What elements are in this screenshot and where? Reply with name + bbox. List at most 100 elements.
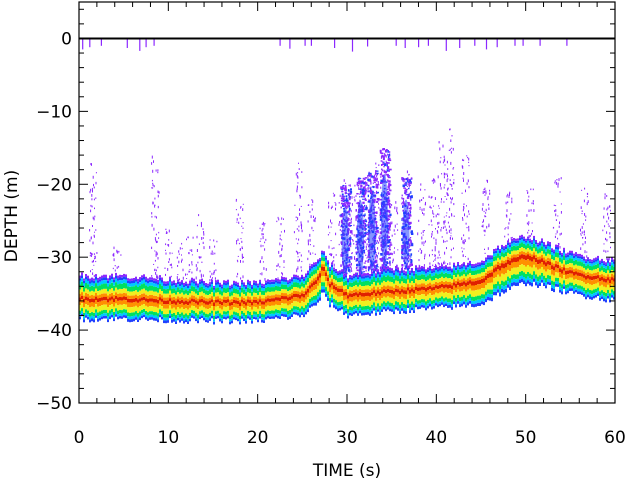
scatter-point [343,179,345,182]
band-cell [455,270,457,273]
band-cell [249,311,251,315]
band-cell [467,295,469,300]
band-cell [405,311,407,314]
band-cell [107,307,109,313]
band-cell [239,321,241,325]
plume-point [375,230,378,233]
band-cell [469,260,471,264]
band-cell [101,293,103,298]
band-cell [177,292,179,297]
band-cell [99,301,101,307]
band-cell [243,318,245,321]
band-cell [257,298,259,302]
scatter-point [528,235,530,238]
scatter-point [151,246,153,249]
band-cell [481,265,483,268]
band-cell [261,285,263,288]
scatter-point [378,164,380,166]
band-cell [335,276,337,281]
band-cell [159,284,161,290]
band-cell [287,317,289,320]
scatter-point [392,259,394,262]
band-cell [293,311,295,315]
band-cell [125,300,127,305]
band-cell [419,287,421,291]
band-cell [407,299,409,303]
band-cell [323,289,325,293]
band-cell [225,280,227,284]
band-cell [117,278,119,281]
band-cell [457,289,459,295]
band-cell [331,270,333,276]
band-cell [363,273,365,277]
scatter-point [296,189,298,193]
band-cell [89,278,91,281]
band-cell [389,306,391,309]
band-cell [211,313,213,316]
band-strip [465,265,467,308]
band-cell [373,282,375,287]
band-cell [107,286,109,292]
band-cell [85,293,87,297]
plume-point [363,190,366,193]
band-cell [247,284,249,288]
band-cell [85,283,87,289]
band-cell [319,258,321,260]
band-cell [257,304,259,309]
band-strip [325,255,327,297]
band-cell [219,294,221,298]
band-strip [171,281,173,323]
band-cell [481,301,483,305]
plume-point [367,255,370,258]
band-cell [263,288,265,291]
scatter-point [309,263,311,266]
scatter-point [488,207,490,210]
band-cell [327,274,329,278]
band-cell [91,295,93,299]
band-cell [301,306,303,310]
band-cell [475,300,477,304]
plume-point [363,206,365,208]
scatter-point [435,263,437,266]
scatter-point [366,243,368,246]
band-cell [367,289,369,293]
band-cell [477,295,479,300]
band-cell [239,292,241,297]
band-cell [139,277,141,280]
plume-point [382,163,385,166]
band-cell [397,276,399,282]
band-cell [293,290,295,294]
band-cell [127,295,129,299]
plume-point [402,201,405,205]
band-cell [247,306,249,311]
band-cell [347,312,349,316]
scatter-point [91,163,92,166]
scatter-point [394,247,395,249]
band-cell [165,293,167,298]
band-cell [291,281,293,285]
band-cell [111,288,113,293]
band-cell [179,304,181,309]
scatter-point [295,172,297,176]
band-cell [443,282,445,285]
scatter-point [171,242,173,244]
band-cell [125,313,127,316]
scatter-point [153,160,154,163]
band-cell [299,277,301,280]
band-cell [361,274,363,277]
band-strip [329,267,331,308]
band-cell [339,288,341,293]
band-cell [303,291,305,294]
band-cell [151,314,153,318]
scatter-point [352,239,354,241]
scatter-point [401,202,403,205]
scatter-column [112,246,122,272]
scatter-point [381,171,383,175]
band-cell [267,287,269,292]
plume-point [375,170,377,172]
band-cell [207,298,209,302]
scatter-point [463,179,464,182]
band-cell [393,308,395,312]
band-cell [219,285,221,288]
plume-point [367,238,369,240]
